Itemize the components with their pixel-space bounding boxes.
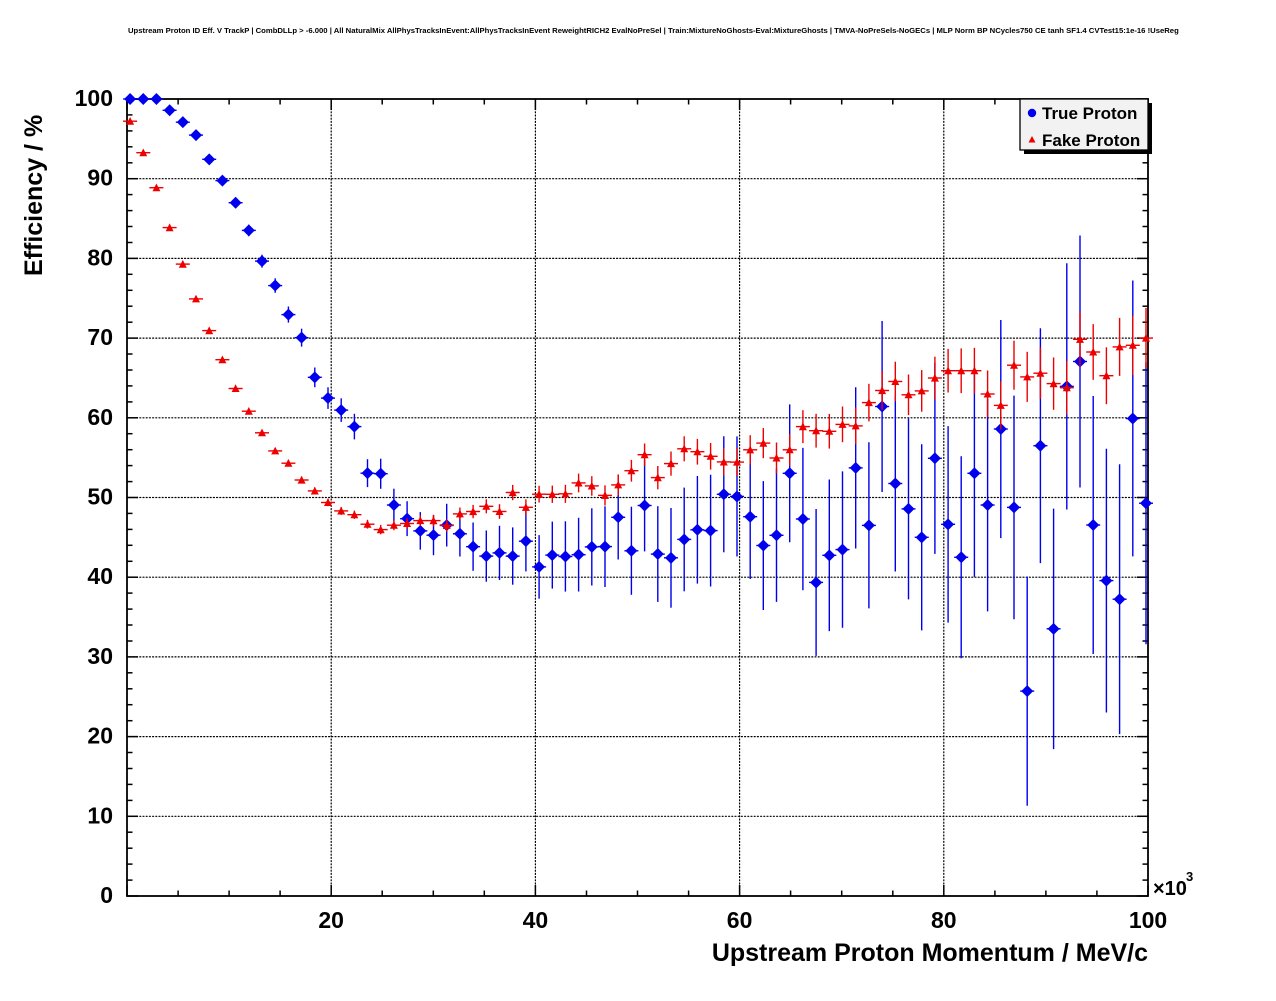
svg-text:0: 0 (100, 882, 113, 908)
svg-text:3: 3 (1186, 869, 1193, 884)
svg-text:Upstream Proton ID Eff. V Trac: Upstream Proton ID Eff. V TrackP | CombD… (128, 26, 1179, 35)
svg-text:70: 70 (87, 324, 113, 350)
svg-text:80: 80 (931, 907, 957, 933)
svg-text:Fake Proton: Fake Proton (1042, 131, 1140, 150)
svg-text:100: 100 (75, 85, 113, 111)
svg-text:50: 50 (87, 484, 113, 510)
svg-text:40: 40 (523, 907, 549, 933)
svg-text:Upstream Proton Momentum / MeV: Upstream Proton Momentum / MeV/c (712, 939, 1148, 967)
svg-text:60: 60 (87, 404, 113, 430)
svg-text:×10: ×10 (1153, 878, 1187, 900)
svg-text:100: 100 (1129, 907, 1167, 933)
svg-text:30: 30 (87, 643, 113, 669)
svg-text:20: 20 (318, 907, 344, 933)
svg-text:80: 80 (87, 244, 113, 270)
svg-text:10: 10 (87, 802, 113, 828)
svg-text:40: 40 (87, 563, 113, 589)
svg-text:20: 20 (87, 723, 113, 749)
svg-text:True Proton: True Proton (1042, 104, 1137, 123)
svg-text:60: 60 (727, 907, 753, 933)
svg-text:Efficiency / %: Efficiency / % (20, 115, 48, 276)
svg-text:90: 90 (87, 165, 113, 191)
